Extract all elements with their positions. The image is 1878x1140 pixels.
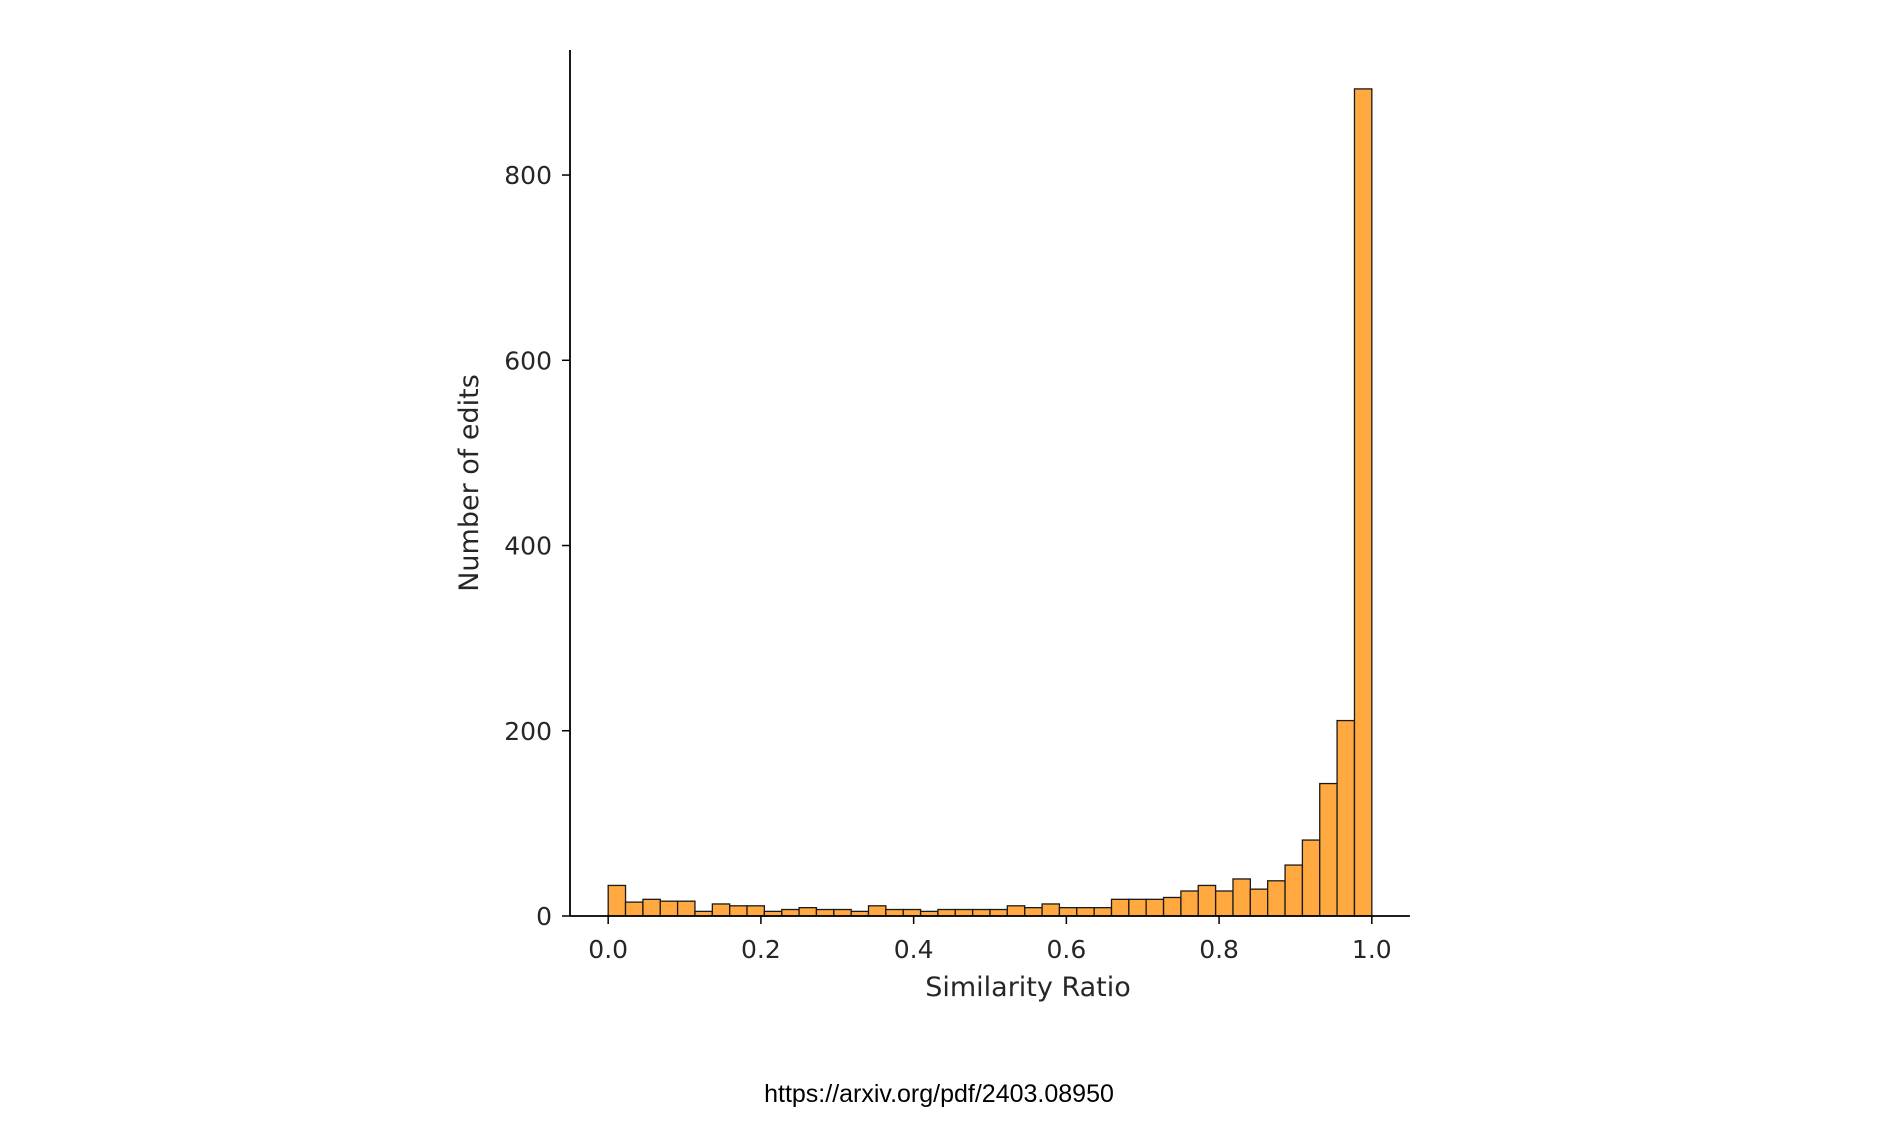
x-tick-label: 0.8	[1199, 935, 1239, 964]
histogram-bar	[1180, 890, 1199, 917]
histogram-bar	[1145, 898, 1165, 917]
x-tick-label: 0.2	[741, 935, 781, 964]
x-tick-label: 0.4	[894, 935, 934, 964]
chart-ticks: 0.0 0.2 0.4 0.6 0.8 1.0 0 200 400 600 800	[504, 161, 1391, 964]
histogram-bar	[1128, 898, 1147, 917]
y-tick-label: 0	[536, 902, 552, 931]
histogram-bar	[781, 908, 800, 917]
x-tick-label: 1.0	[1352, 935, 1392, 964]
histogram-bar	[1197, 884, 1217, 917]
histogram-bar	[798, 907, 818, 917]
y-tick-label: 200	[504, 717, 552, 746]
chart-axes	[569, 50, 1410, 917]
source-url: https://arxiv.org/pdf/2403.08950	[764, 1080, 1114, 1108]
histogram-bar	[937, 908, 956, 917]
histogram-bar	[885, 908, 904, 917]
histogram-bar	[1162, 896, 1182, 917]
x-tick-label: 0.0	[588, 935, 628, 964]
histogram-bar	[1110, 898, 1130, 917]
histogram-bar	[1232, 878, 1251, 917]
histogram-bar	[1267, 880, 1286, 917]
histogram-bar	[624, 901, 644, 917]
histogram-bar	[729, 905, 748, 917]
histogram-bar	[902, 908, 922, 917]
y-tick-label: 400	[504, 532, 552, 561]
histogram-bar	[746, 905, 766, 917]
y-tick-label: 800	[504, 161, 552, 190]
histogram-bar	[1024, 907, 1043, 917]
histogram-bar	[1301, 839, 1321, 917]
histogram-bar	[659, 900, 679, 917]
histogram-bar	[989, 908, 1009, 917]
histogram-bar	[972, 908, 991, 917]
x-tick-label: 0.6	[1046, 935, 1086, 964]
histogram-bar	[1284, 864, 1304, 917]
histogram-bar	[711, 903, 731, 917]
histogram-bar	[1353, 88, 1373, 917]
histogram-bar	[954, 908, 974, 917]
histogram-bar	[676, 900, 696, 917]
histogram-bar	[1249, 888, 1269, 917]
histogram-bar	[1006, 905, 1026, 917]
histogram-bar	[1093, 907, 1113, 917]
histogram-bar	[1319, 782, 1338, 917]
histogram-bar	[1041, 903, 1061, 917]
histogram-bar	[607, 884, 627, 917]
histogram-bar	[1215, 890, 1234, 917]
histogram-bar	[1336, 719, 1356, 917]
histogram-bar	[1076, 907, 1095, 917]
histogram-bar	[833, 908, 852, 917]
histogram-bar	[815, 908, 835, 917]
histogram-bar	[642, 898, 661, 917]
histogram-bar	[1058, 907, 1078, 917]
histogram-bar	[867, 905, 887, 917]
y-tick-label: 600	[504, 346, 552, 375]
y-axis-label: Number of edits	[454, 374, 485, 592]
histogram-bars	[607, 88, 1373, 917]
x-axis-label: Similarity Ratio	[925, 972, 1131, 1003]
